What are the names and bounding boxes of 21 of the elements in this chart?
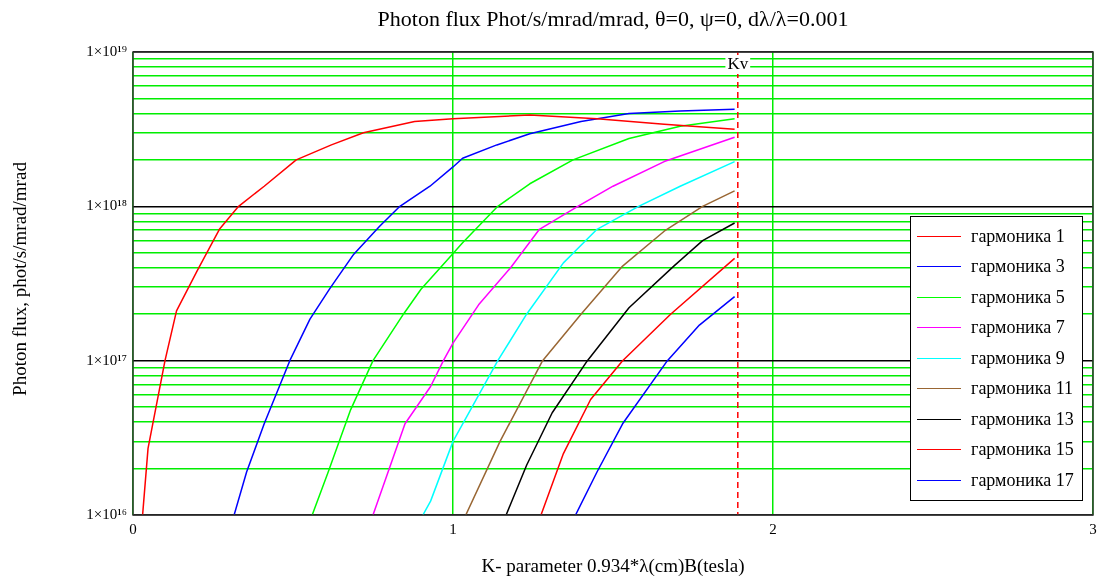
x-tick-label: 0 [129,520,137,537]
legend-label: гармоника 15 [971,439,1074,461]
y-tick-label: 1×10¹⁸ [86,197,127,214]
y-tick-label: 1×10¹⁶ [86,505,127,522]
legend-label: гармоника 1 [971,225,1065,247]
x-tick-label: 1 [449,520,457,537]
legend-label: гармоника 11 [971,378,1074,400]
x-tick-label: 3 [1089,520,1097,537]
x-axis-title: K- parameter 0.934*λ(cm)B(tesla) [480,555,746,577]
x-tick-label: 2 [769,520,777,537]
y-tick-label: 1×10¹⁹ [86,42,127,59]
chart-title: Photon flux Phot/s/mrad/mrad, θ=0, ψ=0, dλ/λ=0.001 [376,6,850,32]
legend-label: гармоника 3 [971,256,1065,278]
y-axis-title: Photon flux, phot/s/mrad/mrad [9,161,31,398]
legend-label: гармоника 13 [971,408,1074,430]
legend-label: гармоника 5 [971,286,1065,308]
legend-label: гармоника 17 [971,469,1074,491]
y-tick-label: 1×10¹⁷ [86,351,127,368]
legend-label: гармоника 9 [971,347,1065,369]
legend-label: гармоника 7 [971,317,1065,339]
ref-line-label: Kv [727,53,749,73]
